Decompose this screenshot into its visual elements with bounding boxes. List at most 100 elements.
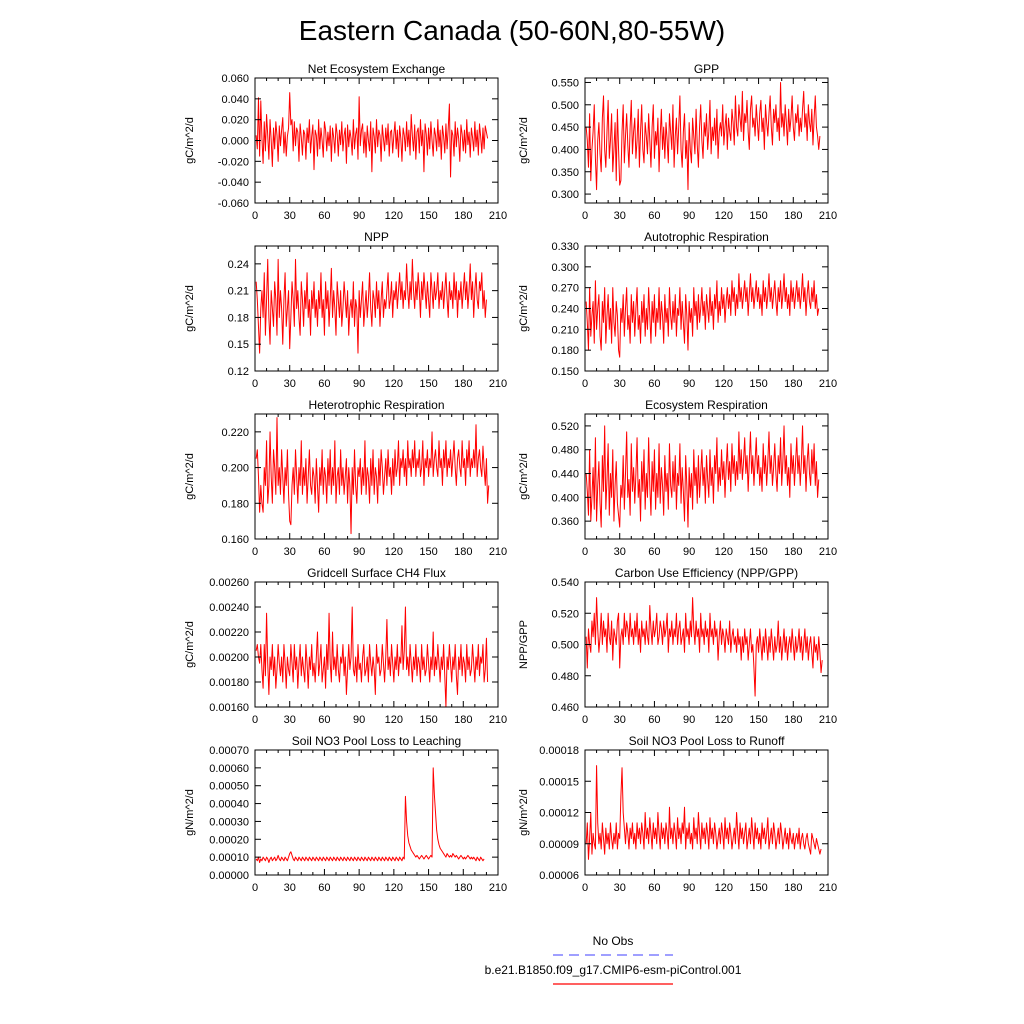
y-tick-label: 0.00012: [539, 808, 579, 820]
x-tick-label: 210: [489, 210, 507, 222]
panel: 0 30 60 90 120 150 180 210 0.00160 0.00180 0.00200…: [184, 566, 507, 726]
y-axis-label: gN/m^2/d: [184, 789, 196, 836]
x-tick-label: 150: [419, 210, 437, 222]
plot-frame: [254, 581, 499, 708]
panel-title: Gridcell Surface CH4 Flux: [307, 566, 446, 580]
panel-title: Heterotrophic Respiration: [308, 398, 444, 412]
x-tick-label: 90: [353, 378, 365, 390]
plot-frame: [254, 413, 499, 540]
x-tick-label: 150: [419, 546, 437, 558]
x-tick-label: 210: [819, 210, 837, 222]
y-tick-label: 0.00006: [539, 870, 579, 882]
x-tick-label: 30: [614, 714, 626, 726]
x-tick-label: 0: [582, 714, 588, 726]
x-tick-label: 60: [648, 546, 660, 558]
x-tick-label: 60: [648, 378, 660, 390]
panel: 0 30 60 90 120 150 180 210 0.12 0.15 0.18 0.21 0.24 N…: [184, 230, 507, 390]
panel: 0 30 60 90 120 150 180 210 0.300 0.350 0.400 0.450 0…: [518, 62, 837, 222]
y-tick-label: 0.500: [551, 640, 579, 652]
x-tick-label: 0: [252, 882, 258, 894]
y-tick-label: 0.330: [551, 241, 579, 253]
x-tick-label: 180: [784, 210, 802, 222]
x-tick-label: 120: [385, 882, 403, 894]
series-line: [585, 765, 822, 860]
y-tick-label: 0.00050: [209, 781, 249, 793]
y-tick-label: -0.040: [218, 177, 249, 189]
y-tick-label: 0.210: [551, 324, 579, 336]
x-tick-label: 0: [582, 378, 588, 390]
x-tick-label: 180: [454, 210, 472, 222]
panel: 0 30 60 90 120 150 180 210 0.360 0.400 0.440 0.480 0…: [518, 398, 837, 558]
series-line: [585, 273, 820, 358]
y-tick-label: 0.480: [551, 445, 579, 457]
x-tick-label: 0: [582, 882, 588, 894]
y-tick-label: 0.540: [551, 577, 579, 589]
y-tick-label: 0.00000: [209, 870, 249, 882]
y-tick-label: 0.00020: [209, 834, 249, 846]
x-tick-label: 120: [715, 546, 733, 558]
series-line: [255, 258, 487, 354]
x-tick-label: 180: [454, 882, 472, 894]
x-tick-label: 120: [385, 378, 403, 390]
y-tick-label: 0.350: [551, 167, 579, 179]
y-tick-label: 0.480: [551, 671, 579, 683]
y-tick-label: 0.270: [551, 283, 579, 295]
x-tick-label: 120: [715, 882, 733, 894]
y-tick-label: 0.220: [221, 427, 249, 439]
y-tick-label: 0.200: [221, 463, 249, 475]
x-tick-label: 90: [683, 882, 695, 894]
panel: 0 30 60 90 120 150 180 210 -0.060 -0.040 -0.020 0.0…: [184, 62, 507, 222]
y-tick-label: 0.00009: [539, 839, 579, 851]
y-axis-label: gC/m^2/d: [518, 285, 530, 332]
y-tick-label: 0.180: [551, 345, 579, 357]
x-tick-label: 0: [582, 546, 588, 558]
panels: 0 30 60 90 120 150 180 210 -0.060 -0.040 -0.020 0.0…: [184, 62, 837, 894]
series-line: [255, 767, 485, 863]
x-tick-label: 120: [715, 378, 733, 390]
panel-title: Autotrophic Respiration: [644, 230, 769, 244]
y-tick-label: 0.00260: [209, 577, 249, 589]
x-tick-label: 150: [749, 882, 767, 894]
x-tick-label: 210: [819, 546, 837, 558]
panel-title: GPP: [694, 62, 719, 76]
y-tick-label: -0.060: [218, 198, 249, 210]
plot-frame: [254, 749, 499, 876]
x-tick-label: 120: [385, 714, 403, 726]
x-tick-label: 60: [318, 210, 330, 222]
y-tick-label: 0.450: [551, 122, 579, 134]
y-tick-label: 0.240: [551, 304, 579, 316]
series-line: [255, 417, 490, 535]
y-tick-label: 0.00180: [209, 677, 249, 689]
y-tick-label: 0.00030: [209, 816, 249, 828]
x-tick-label: 30: [284, 210, 296, 222]
x-tick-label: 180: [454, 546, 472, 558]
x-tick-label: 150: [749, 210, 767, 222]
x-tick-label: 90: [353, 714, 365, 726]
y-axis-label: gC/m^2/d: [184, 117, 196, 164]
x-tick-label: 30: [614, 546, 626, 558]
series-line: [585, 597, 823, 697]
y-tick-label: 0.300: [551, 189, 579, 201]
x-tick-label: 210: [819, 378, 837, 390]
x-tick-label: 120: [385, 210, 403, 222]
x-tick-label: 30: [614, 378, 626, 390]
y-tick-label: 0.18: [228, 312, 249, 324]
x-tick-label: 60: [318, 714, 330, 726]
y-tick-label: 0.300: [551, 262, 579, 274]
x-tick-label: 120: [715, 210, 733, 222]
x-tick-label: 150: [749, 714, 767, 726]
y-tick-label: 0.15: [228, 339, 249, 351]
x-tick-label: 180: [454, 714, 472, 726]
x-tick-label: 150: [749, 378, 767, 390]
x-tick-label: 90: [353, 210, 365, 222]
x-tick-label: 90: [353, 546, 365, 558]
y-axis-label: gC/m^2/d: [518, 117, 530, 164]
x-tick-label: 210: [819, 714, 837, 726]
x-tick-label: 150: [419, 882, 437, 894]
x-tick-label: 180: [784, 882, 802, 894]
x-tick-label: 0: [252, 378, 258, 390]
x-tick-label: 90: [353, 882, 365, 894]
x-tick-label: 60: [648, 210, 660, 222]
series-line: [585, 425, 820, 528]
